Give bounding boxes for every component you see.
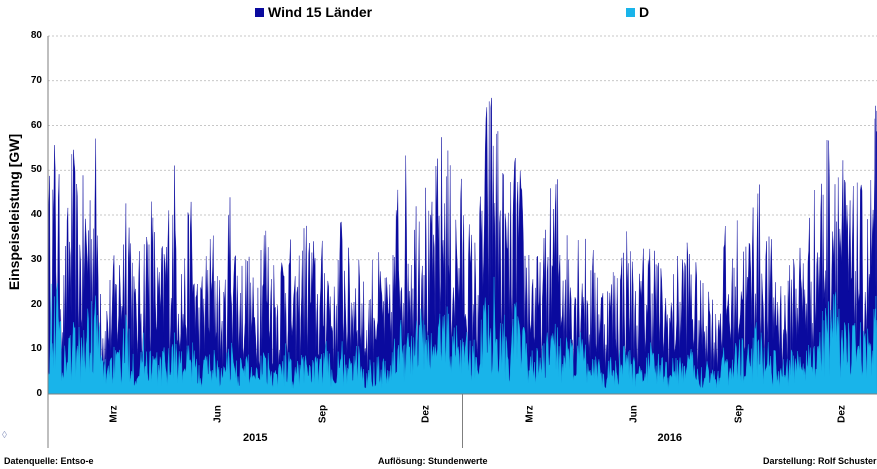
y-tick-30: 30 xyxy=(30,253,42,265)
y-tick-70: 70 xyxy=(30,74,42,86)
x-tick-mrz-0: Mrz xyxy=(108,405,120,423)
area-series xyxy=(47,97,877,395)
legend-label-d: D xyxy=(639,4,650,20)
x-tick-jun-5: Jun xyxy=(628,405,640,423)
legend-label-wind: Wind 15 Länder xyxy=(268,4,373,20)
footer-author: Darstellung: Rolf Schuster xyxy=(763,456,877,466)
x-tick-jun-1: Jun xyxy=(212,405,224,423)
year-label-2016: 2016 xyxy=(657,432,682,444)
series-area-d xyxy=(47,276,877,395)
footer-source: Datenquelle: Entso-e xyxy=(4,456,94,466)
x-tick-sep-2: Sep xyxy=(317,404,329,424)
y-tick-40: 40 xyxy=(30,209,42,220)
legend-item-d: D xyxy=(626,4,649,20)
x-tick-sep-6: Sep xyxy=(733,404,745,424)
y-tick-80: 80 xyxy=(30,30,42,41)
y-tick-0: 0 xyxy=(36,388,42,399)
x-tick-dez-3: Dez xyxy=(420,405,432,423)
y-axis-label: Einspeiseleistung [GW] xyxy=(6,133,22,291)
x-tick-dez-7: Dez xyxy=(836,405,848,423)
footer-resolution: Auflösung: Stundenwerte xyxy=(378,456,488,466)
legend-item-wind: Wind 15 Länder xyxy=(255,4,372,20)
legend-swatch-d xyxy=(626,7,635,17)
y-tick-50: 50 xyxy=(30,164,42,176)
year-label-2015: 2015 xyxy=(243,432,268,444)
y-tick-60: 60 xyxy=(30,119,42,131)
diamond-marker: ◊ xyxy=(2,430,7,441)
axes xyxy=(47,36,877,448)
x-tick-mrz-4: Mrz xyxy=(524,405,536,423)
y-tick-20: 20 xyxy=(30,298,42,310)
legend-swatch-wind xyxy=(255,7,264,17)
series-area-wind-15-laender xyxy=(47,97,877,395)
y-tick-10: 10 xyxy=(30,343,42,355)
